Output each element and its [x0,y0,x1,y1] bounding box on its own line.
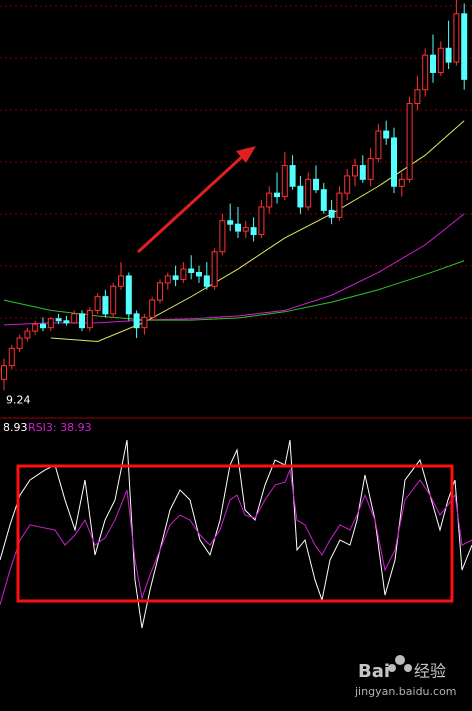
candle-body [55,318,62,322]
candle-body [313,178,319,191]
paw-icon [388,664,396,672]
candle-body [250,227,257,236]
rsi-line [0,439,472,629]
candle-body [352,165,358,177]
moving-average [3,260,465,321]
candle-body [94,296,101,311]
candle-body [383,130,390,139]
arrow-shaft [136,153,246,254]
candle-body [274,192,280,198]
candle-body [406,102,413,180]
candle-body [172,275,179,280]
candle-body [359,165,366,180]
rsi3-value: RSI3: 38.93 [28,421,92,434]
candle-body [305,178,312,208]
candle-body [164,275,171,284]
candle-body [188,268,195,273]
candle-body [258,206,265,236]
candle-body [40,323,46,329]
candle-body [235,223,241,232]
arrow-head [236,146,256,163]
candle-body [297,185,304,208]
candle-body [242,227,249,232]
candle-body [281,165,288,198]
candle-body [133,313,140,329]
paw-icon [395,655,405,665]
candle-body [110,285,117,315]
candle-body [8,347,15,367]
candle-body [336,192,343,218]
candle-body [391,137,397,187]
candle-body [437,47,444,73]
candle-body [1,365,7,380]
watermark-url: jingyan.baidu.com [354,685,457,698]
candle-body [453,13,460,63]
candle-body [328,209,335,218]
candle-body [71,313,78,324]
moving-average [3,213,465,326]
rsi1-value: 8.93 [3,421,28,434]
candle-body [79,313,85,329]
price-grid [0,5,472,371]
candle-body [24,330,31,339]
candle-body [320,189,327,211]
candle-body [118,275,124,287]
candle-body [344,175,351,194]
candle-body [211,251,218,287]
marks: 9.24 [0,0,472,629]
candle-body [289,165,296,187]
candle-body [414,89,421,104]
candle-body [227,220,234,225]
candle-body [180,268,187,280]
candle-body [47,318,54,329]
candle-body [422,54,429,91]
candle-body [32,323,39,332]
candle-body [398,178,405,187]
rsi-line [0,467,472,606]
candle-body [445,47,452,63]
watermark-brand: Bai [358,661,390,682]
paw-icon [404,664,412,672]
candle-body [203,275,210,287]
candle-body [63,320,70,324]
candle-body [86,309,93,329]
candle-body [219,220,226,253]
candle-body [16,337,23,349]
candle-body [149,299,156,318]
low-label: 9.24 [6,393,31,406]
candle-body [125,275,132,315]
highlight-box [16,464,454,603]
candle-body [461,13,468,80]
watermark-product: 经验 [414,662,446,681]
candle-body [266,192,273,208]
moving-average [50,120,465,342]
candle-body [157,282,163,301]
candle-body [367,158,374,180]
candle-body [375,130,382,160]
candle-body [430,54,436,73]
candle-body [196,271,202,277]
trend-arrow [136,146,256,254]
candle-body [141,316,148,329]
candle-body [102,296,109,315]
watermark: Bai 经验 jingyan.baidu.com [354,655,457,698]
